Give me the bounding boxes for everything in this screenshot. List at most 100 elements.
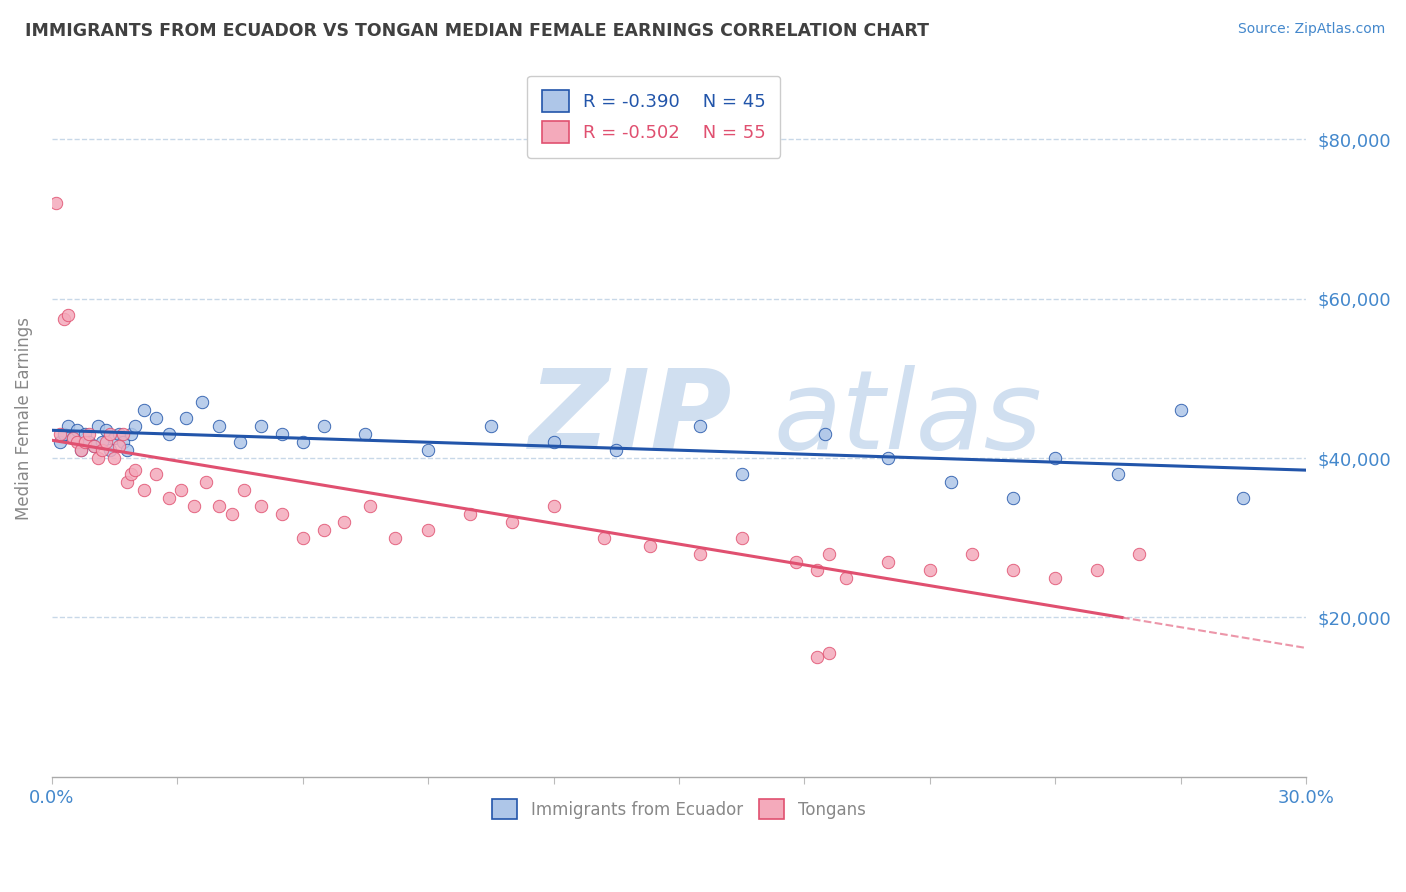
Point xyxy=(1045,451,1067,466)
Point xyxy=(806,650,828,665)
Point xyxy=(208,419,231,434)
Point xyxy=(359,499,381,513)
Point xyxy=(592,531,614,545)
Point xyxy=(49,427,72,442)
Point xyxy=(79,435,101,450)
Point xyxy=(638,539,661,553)
Point xyxy=(111,427,134,442)
Point xyxy=(730,467,752,481)
Point xyxy=(115,475,138,489)
Point xyxy=(107,427,129,442)
Point xyxy=(111,435,134,450)
Text: IMMIGRANTS FROM ECUADOR VS TONGAN MEDIAN FEMALE EARNINGS CORRELATION CHART: IMMIGRANTS FROM ECUADOR VS TONGAN MEDIAN… xyxy=(25,22,929,40)
Point xyxy=(814,427,837,442)
Point xyxy=(75,435,97,450)
Point xyxy=(877,451,900,466)
Point xyxy=(120,467,142,481)
Point xyxy=(98,443,121,458)
Point xyxy=(62,431,84,445)
Point xyxy=(543,435,565,450)
Point xyxy=(785,555,807,569)
Point xyxy=(806,563,828,577)
Point xyxy=(312,419,335,434)
Point xyxy=(479,419,502,434)
Point xyxy=(170,483,193,497)
Point xyxy=(79,427,101,442)
Point xyxy=(918,563,941,577)
Point xyxy=(90,443,112,458)
Point xyxy=(689,419,711,434)
Point xyxy=(208,499,231,513)
Point xyxy=(145,411,167,425)
Point xyxy=(107,439,129,453)
Point xyxy=(94,435,117,450)
Point xyxy=(1085,563,1108,577)
Point xyxy=(83,439,105,453)
Point xyxy=(458,507,481,521)
Point xyxy=(543,499,565,513)
Point xyxy=(384,531,406,545)
Text: atlas: atlas xyxy=(773,365,1042,472)
Text: Source: ZipAtlas.com: Source: ZipAtlas.com xyxy=(1237,22,1385,37)
Point xyxy=(124,463,146,477)
Point xyxy=(730,531,752,545)
Point xyxy=(49,435,72,450)
Point xyxy=(835,571,858,585)
Point xyxy=(501,515,523,529)
Point xyxy=(132,483,155,497)
Point xyxy=(58,419,80,434)
Point xyxy=(70,443,93,458)
Point xyxy=(233,483,256,497)
Point xyxy=(291,531,314,545)
Point xyxy=(291,435,314,450)
Point xyxy=(416,523,439,537)
Point xyxy=(1128,547,1150,561)
Point xyxy=(66,423,89,437)
Point xyxy=(58,308,80,322)
Point xyxy=(689,547,711,561)
Point xyxy=(90,435,112,450)
Point xyxy=(53,311,76,326)
Legend: Immigrants from Ecuador, Tongans: Immigrants from Ecuador, Tongans xyxy=(485,792,872,826)
Point xyxy=(960,547,983,561)
Point xyxy=(98,427,121,442)
Point xyxy=(270,507,292,521)
Point xyxy=(132,403,155,417)
Point xyxy=(157,491,180,505)
Point xyxy=(818,646,841,660)
Point xyxy=(221,507,243,521)
Point xyxy=(87,419,110,434)
Point xyxy=(157,427,180,442)
Point xyxy=(270,427,292,442)
Point xyxy=(103,451,125,466)
Point xyxy=(83,439,105,453)
Point xyxy=(354,427,377,442)
Point xyxy=(174,411,197,425)
Point xyxy=(115,443,138,458)
Point xyxy=(229,435,252,450)
Text: ZIP: ZIP xyxy=(529,365,733,472)
Point xyxy=(1002,563,1025,577)
Point xyxy=(94,423,117,437)
Point xyxy=(66,435,89,450)
Point xyxy=(195,475,218,489)
Point xyxy=(53,427,76,442)
Point xyxy=(818,547,841,561)
Point xyxy=(75,427,97,442)
Point xyxy=(120,427,142,442)
Point xyxy=(1170,403,1192,417)
Point xyxy=(939,475,962,489)
Point xyxy=(191,395,214,409)
Point xyxy=(1002,491,1025,505)
Point xyxy=(145,467,167,481)
Point xyxy=(416,443,439,458)
Point xyxy=(103,431,125,445)
Point xyxy=(312,523,335,537)
Point xyxy=(62,431,84,445)
Point xyxy=(1107,467,1129,481)
Y-axis label: Median Female Earnings: Median Female Earnings xyxy=(15,317,32,520)
Point xyxy=(70,443,93,458)
Point xyxy=(250,499,273,513)
Point xyxy=(183,499,205,513)
Point xyxy=(1232,491,1254,505)
